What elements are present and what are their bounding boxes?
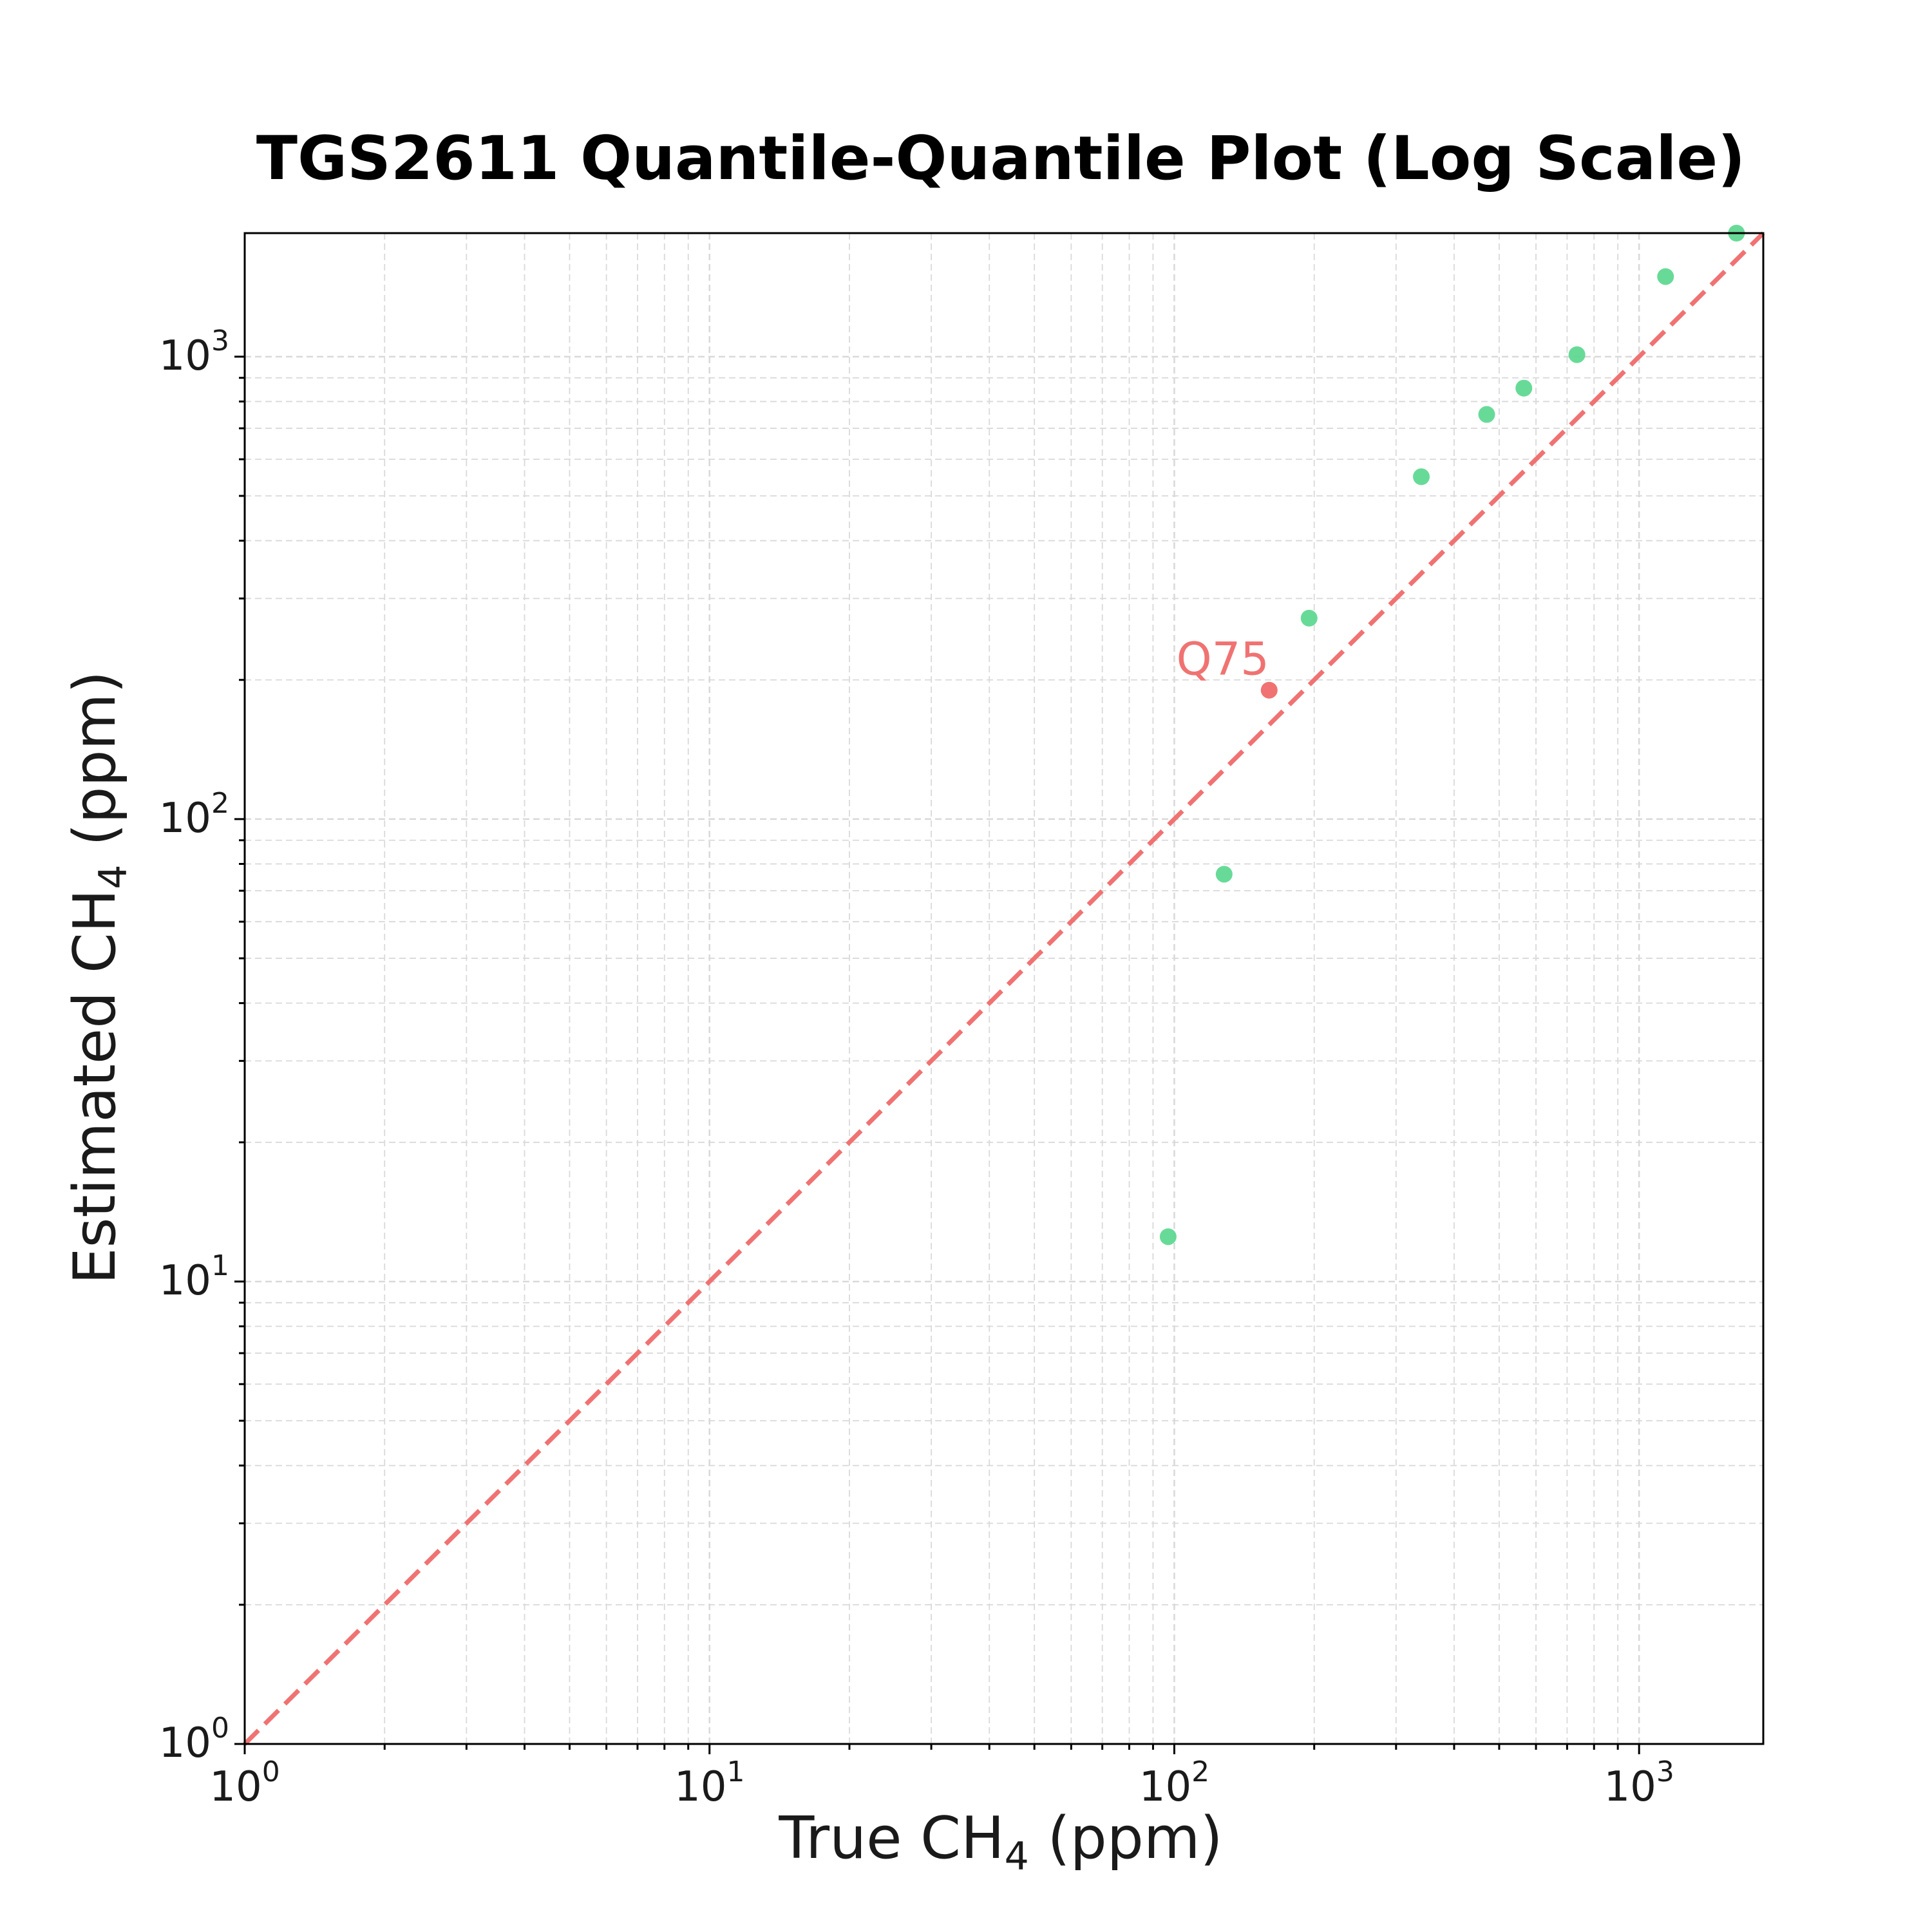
- x-tick-label: 101: [674, 1756, 744, 1811]
- x-axis-label: True CH4 (ppm): [778, 1804, 1222, 1879]
- axis-ticks: 100 101 102 103 100 101 102 103: [159, 325, 1674, 1811]
- y-axis-label-tail: (ppm): [61, 671, 129, 865]
- chart-title: TGS2611 Quantile-Quantile Plot (Log Scal…: [256, 124, 1745, 194]
- grid-lines: [243, 233, 1763, 1745]
- data-point: [1413, 468, 1430, 486]
- data-point: [1568, 346, 1586, 363]
- reference-line-layer: [243, 231, 1765, 1746]
- point-annotation: Q75: [1177, 633, 1269, 686]
- highlight-point: [1260, 681, 1278, 699]
- data-point: [1300, 609, 1318, 627]
- y-tick-label: 102: [159, 787, 229, 842]
- annotations: Q75: [1177, 633, 1269, 686]
- x-axis-label-tail: (ppm): [1029, 1804, 1223, 1872]
- data-point: [1159, 1228, 1177, 1245]
- data-point: [1478, 406, 1495, 423]
- y-tick-label: 100: [159, 1712, 229, 1767]
- x-tick-label: 100: [209, 1756, 279, 1811]
- y-tick-label: 101: [159, 1249, 229, 1305]
- data-points: [1159, 225, 1745, 1245]
- data-point: [1215, 866, 1233, 883]
- y-axis-label: Estimated CH4 (ppm): [61, 671, 136, 1285]
- data-point: [1657, 268, 1674, 285]
- y-axis-label-main: Estimated CH: [61, 889, 129, 1285]
- plot-area-frame: [243, 232, 1765, 1745]
- y-axis-label-sub: 4: [91, 864, 136, 889]
- x-axis-label-main: True CH: [778, 1804, 1004, 1872]
- data-point: [1515, 379, 1533, 397]
- x-axis-label-sub: 4: [1005, 1834, 1029, 1879]
- reference-line: [243, 231, 1765, 1746]
- x-tick-label: 103: [1604, 1756, 1674, 1811]
- x-tick-label: 102: [1139, 1756, 1209, 1811]
- y-tick-label: 103: [159, 325, 229, 380]
